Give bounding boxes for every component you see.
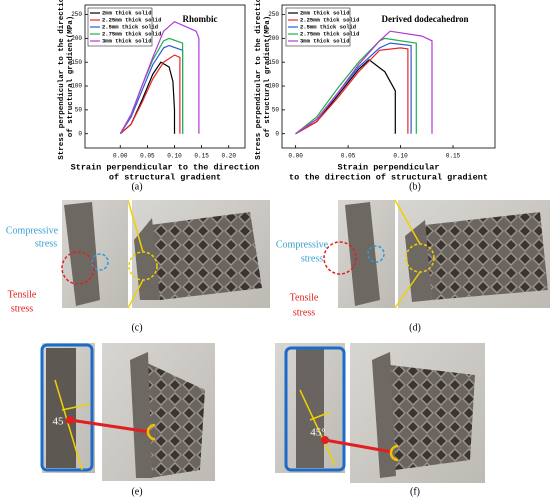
x-tick-label: 0.20 xyxy=(222,153,237,160)
angle-label: 45 xyxy=(53,416,65,428)
panel-label: (a) xyxy=(131,181,142,192)
y-tick-label: 150 xyxy=(268,59,279,66)
x-tick-label: 0.00 xyxy=(113,153,128,160)
x-axis-label: Strain perpendicular xyxy=(337,162,439,172)
chart-title: Rhombic xyxy=(182,14,217,24)
y-tick-label: 50 xyxy=(75,106,83,113)
y-tick-label: 200 xyxy=(71,35,82,42)
x-tick-label: 0.15 xyxy=(446,153,461,160)
x-tick-label: 0.15 xyxy=(194,153,209,160)
photo-d xyxy=(323,199,550,309)
y-tick-label: 150 xyxy=(71,59,82,66)
annotation: stress xyxy=(35,238,57,249)
chart-title: Derived dodecahedron xyxy=(381,14,468,24)
y-tick-label: 100 xyxy=(71,83,82,90)
annotation: Compressive xyxy=(6,225,59,236)
annotation: Tensile xyxy=(290,292,319,303)
panel-label: (d) xyxy=(409,322,421,333)
panel-label: (e) xyxy=(131,486,142,497)
legend-label: 3mm thick solid xyxy=(102,37,152,44)
series-line xyxy=(295,37,417,135)
x-axis-label: Strain perpendicular to the direction xyxy=(71,162,260,172)
y-axis-label: Stress perpendicular to the direction xyxy=(255,0,263,160)
series-line xyxy=(119,54,181,135)
annotation: Compressive xyxy=(276,239,329,250)
y-axis-label: of structural gradient(MPa) xyxy=(264,16,272,138)
series-line xyxy=(295,30,433,135)
photo-f xyxy=(275,343,485,483)
legend-label: 2.25mm thick solid xyxy=(300,16,359,23)
x-tick-label: 0.05 xyxy=(341,153,356,160)
annotation: stress xyxy=(11,303,33,314)
legend-label: 3mm thick solid xyxy=(300,37,350,44)
series-line xyxy=(295,59,396,135)
photo-c xyxy=(61,199,270,309)
photo-e xyxy=(40,343,215,481)
annotation: Tensile xyxy=(8,289,37,300)
panel-label: (f) xyxy=(410,486,420,497)
legend-label: 2.75mm thick solid xyxy=(300,30,359,37)
legend-label: 2mm thick solid xyxy=(300,9,350,16)
series-line xyxy=(119,20,200,134)
series-line xyxy=(119,44,184,135)
panel-label: (b) xyxy=(409,181,421,192)
y-axis-label: of structural gradient(MPa) xyxy=(67,16,75,138)
annotation: stress xyxy=(293,307,315,318)
legend-label: 2.25mm thick solid xyxy=(102,16,161,23)
series-line xyxy=(295,47,409,135)
y-tick-label: 0 xyxy=(275,130,279,137)
x-tick-label: 0.10 xyxy=(393,153,408,160)
plot-frame xyxy=(84,4,246,149)
legend-label: 2.75mm thick solid xyxy=(102,30,161,37)
x-tick-label: 0.10 xyxy=(167,153,182,160)
y-tick-label: 0 xyxy=(78,130,82,137)
legend-label: 2.5mm thick solid xyxy=(300,23,356,30)
angle-label: 45° xyxy=(310,427,325,439)
y-tick-label: 50 xyxy=(272,106,280,113)
y-tick-label: 250 xyxy=(71,11,82,18)
y-axis-label: Stress perpendicular to the direction xyxy=(58,0,66,160)
y-tick-label: 100 xyxy=(268,83,279,90)
x-axis-label: to the direction of structural gradient xyxy=(289,172,488,182)
x-tick-label: 0.05 xyxy=(140,153,155,160)
y-tick-label: 250 xyxy=(268,11,279,18)
legend-label: 2.5mm thick solid xyxy=(102,23,158,30)
panel-label: (c) xyxy=(131,322,142,333)
x-tick-label: 0.00 xyxy=(288,153,303,160)
plot-frame xyxy=(281,4,496,149)
annotation: stress xyxy=(301,253,323,264)
x-axis-label: of structural gradient xyxy=(109,172,221,182)
y-tick-label: 200 xyxy=(268,35,279,42)
legend-label: 2mm thick solid xyxy=(102,9,152,16)
